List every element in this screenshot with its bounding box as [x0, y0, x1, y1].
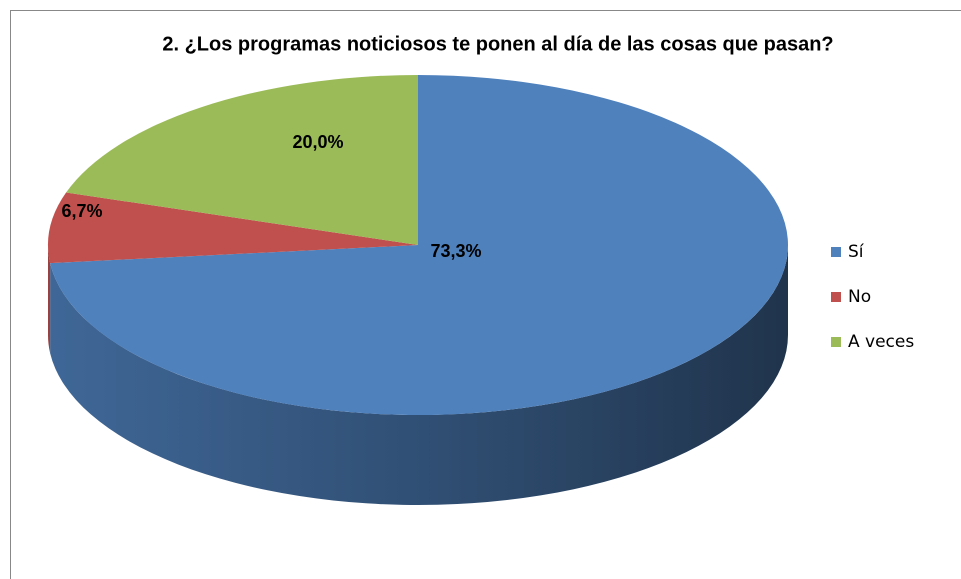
slice-side — [50, 245, 789, 506]
pie-slice — [50, 75, 789, 415]
legend-label: Sí — [848, 242, 865, 262]
legend-label: A veces — [848, 332, 914, 352]
legend-swatch — [831, 337, 841, 347]
chart-title: 2. ¿Los programas noticiosos te ponen al… — [162, 33, 833, 55]
legend-swatch — [831, 247, 841, 257]
data-label: 6,7% — [61, 201, 102, 221]
pie-slice — [66, 75, 418, 245]
data-label: 73,3% — [430, 241, 481, 261]
legend-swatch — [831, 292, 841, 302]
legend-label: No — [848, 287, 871, 307]
pie-slice — [48, 192, 418, 264]
data-label: 20,0% — [292, 132, 343, 152]
slice-side — [48, 245, 51, 354]
